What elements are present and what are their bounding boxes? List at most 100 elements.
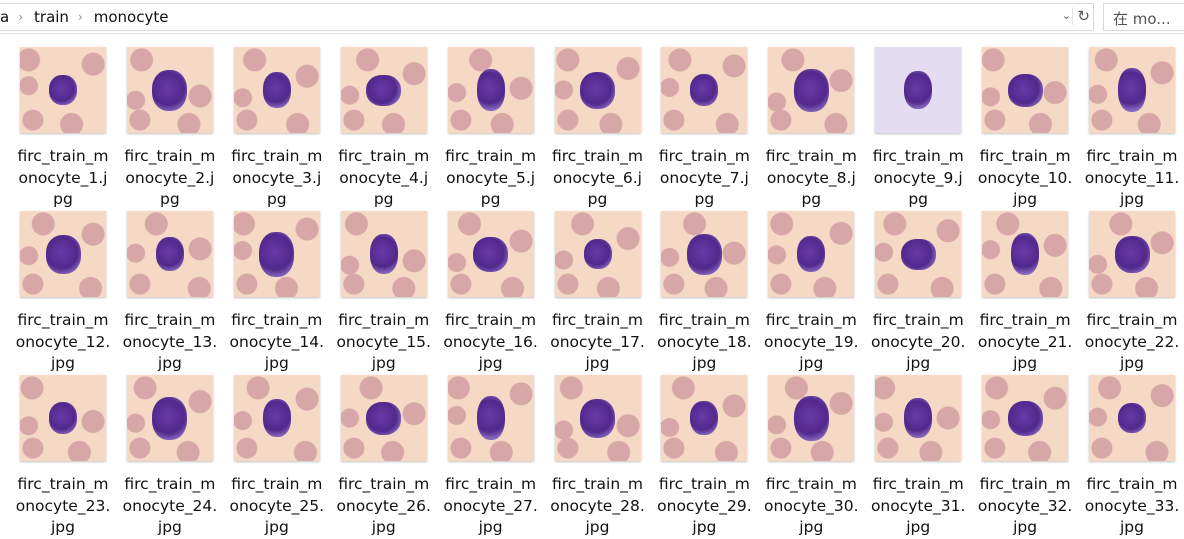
image-thumbnail (20, 211, 106, 297)
cell-nucleus (476, 69, 505, 111)
cell-nucleus (369, 234, 398, 274)
cell-nucleus (690, 401, 719, 435)
cell-nucleus (49, 402, 77, 434)
image-thumbnail (233, 211, 320, 297)
address-bar[interactable]: a › train › monocyte ⌄ ↻ (0, 3, 1094, 31)
file-name: firc_train_monocyte_15.jpg (336, 311, 431, 372)
file-item[interactable]: firc_train_monocyte_27.jpg (442, 372, 540, 539)
toolbar: a › train › monocyte ⌄ ↻ 在 mo... (0, 0, 1184, 34)
chevron-right-icon: › (77, 10, 83, 24)
file-item[interactable]: firc_train_monocyte_20.jpg (869, 208, 967, 375)
file-item[interactable]: firc_train_monocyte_23.jpg (14, 372, 112, 539)
cell-nucleus (580, 398, 615, 438)
file-item[interactable]: firc_train_monocyte_17.jpg (549, 208, 647, 375)
file-item[interactable]: firc_train_monocyte_11.jpg (1083, 44, 1181, 211)
image-thumbnail (126, 375, 213, 461)
file-name: firc_train_monocyte_17.jpg (550, 311, 645, 372)
cell-nucleus (259, 231, 295, 277)
image-thumbnail (340, 211, 427, 297)
file-item[interactable]: firc_train_monocyte_18.jpg (655, 208, 753, 375)
cell-nucleus (904, 398, 933, 438)
image-thumbnail (447, 375, 534, 461)
cell-nucleus (152, 69, 188, 111)
image-thumbnail (20, 375, 106, 461)
image-thumbnail (340, 47, 427, 133)
file-name: firc_train_monocyte_32.jpg (977, 475, 1073, 536)
file-item[interactable]: firc_train_monocyte_14.jpg (228, 208, 326, 375)
file-item[interactable]: firc_train_monocyte_19.jpg (762, 208, 860, 375)
file-name: firc_train_monocyte_12.jpg (15, 311, 111, 372)
file-name: firc_train_monocyte_25.jpg (229, 475, 325, 536)
cell-nucleus (366, 401, 402, 435)
file-item[interactable]: firc_train_monocyte_30.jpg (762, 372, 860, 539)
file-item[interactable]: firc_train_monocyte_10.jpg (976, 44, 1074, 211)
file-name: firc_train_monocyte_19.jpg (764, 311, 859, 372)
file-item[interactable]: firc_train_monocyte_6.jpg (549, 44, 647, 211)
file-item[interactable]: firc_train_monocyte_9.jpg (869, 44, 967, 211)
file-name: firc_train_monocyte_16.jpg (443, 311, 538, 372)
file-item[interactable]: firc_train_monocyte_21.jpg (976, 208, 1074, 375)
image-thumbnail (233, 375, 320, 461)
file-item[interactable]: firc_train_monocyte_16.jpg (442, 208, 540, 375)
file-name: firc_train_monocyte_28.jpg (550, 475, 645, 536)
file-item[interactable]: firc_train_monocyte_7.jpg (655, 44, 753, 211)
file-name: firc_train_monocyte_7.jpg (658, 147, 750, 208)
file-item[interactable]: firc_train_monocyte_22.jpg (1083, 208, 1181, 375)
image-thumbnail (340, 375, 427, 461)
file-item[interactable]: firc_train_monocyte_24.jpg (121, 372, 219, 539)
image-thumbnail (768, 211, 855, 297)
cell-nucleus (583, 239, 612, 269)
file-item[interactable]: firc_train_monocyte_12.jpg (14, 208, 112, 375)
cell-nucleus (155, 237, 184, 271)
file-name: firc_train_monocyte_20.jpg (870, 311, 966, 372)
cell-nucleus (366, 74, 402, 106)
breadcrumb-item[interactable]: a (0, 8, 10, 26)
image-thumbnail (20, 47, 106, 133)
image-thumbnail (1089, 47, 1175, 133)
cell-nucleus (793, 395, 829, 441)
cell-nucleus (45, 234, 81, 274)
file-name: firc_train_monocyte_26.jpg (336, 475, 431, 536)
image-thumbnail (875, 47, 962, 133)
file-item[interactable]: firc_train_monocyte_13.jpg (121, 208, 219, 375)
file-name: firc_train_monocyte_14.jpg (229, 311, 325, 372)
file-item[interactable]: firc_train_monocyte_32.jpg (976, 372, 1074, 539)
image-thumbnail (661, 375, 748, 461)
file-name: firc_train_monocyte_33.jpg (1084, 475, 1180, 536)
file-item[interactable]: firc_train_monocyte_31.jpg (869, 372, 967, 539)
image-thumbnail (661, 211, 748, 297)
file-name: firc_train_monocyte_1.jpg (17, 147, 109, 208)
file-item[interactable]: firc_train_monocyte_25.jpg (228, 372, 326, 539)
cell-nucleus (152, 396, 188, 440)
file-item[interactable]: firc_train_monocyte_29.jpg (655, 372, 753, 539)
image-thumbnail (875, 211, 962, 297)
image-thumbnail (126, 47, 213, 133)
image-thumbnail (661, 47, 748, 133)
cell-nucleus (797, 236, 826, 272)
cell-nucleus (793, 68, 829, 112)
file-name: firc_train_monocyte_23.jpg (15, 475, 111, 536)
image-thumbnail (768, 375, 855, 461)
file-item[interactable]: firc_train_monocyte_28.jpg (549, 372, 647, 539)
file-name: firc_train_monocyte_6.jpg (552, 147, 643, 208)
file-item[interactable]: firc_train_monocyte_33.jpg (1083, 372, 1181, 539)
breadcrumb-item[interactable]: monocyte (93, 8, 169, 26)
file-item[interactable]: firc_train_monocyte_3.jpg (228, 44, 326, 211)
file-name: firc_train_monocyte_2.jpg (124, 147, 216, 208)
search-input[interactable]: 在 mo... (1103, 3, 1184, 31)
chevron-right-icon: › (18, 10, 24, 24)
image-thumbnail (554, 47, 641, 133)
file-item[interactable]: firc_train_monocyte_4.jpg (335, 44, 433, 211)
file-name: firc_train_monocyte_11.jpg (1084, 147, 1180, 208)
file-item[interactable]: firc_train_monocyte_26.jpg (335, 372, 433, 539)
chevron-down-icon[interactable]: ⌄ (1061, 9, 1071, 22)
cell-nucleus (476, 396, 505, 440)
file-item[interactable]: firc_train_monocyte_2.jpg (121, 44, 219, 211)
file-item[interactable]: firc_train_monocyte_1.jpg (14, 44, 112, 211)
refresh-icon[interactable]: ↻ (1072, 7, 1090, 25)
file-item[interactable]: firc_train_monocyte_8.jpg (762, 44, 860, 211)
file-item[interactable]: firc_train_monocyte_5.jpg (442, 44, 540, 211)
image-thumbnail (875, 375, 962, 461)
file-item[interactable]: firc_train_monocyte_15.jpg (335, 208, 433, 375)
breadcrumb-item[interactable]: train (34, 8, 69, 26)
